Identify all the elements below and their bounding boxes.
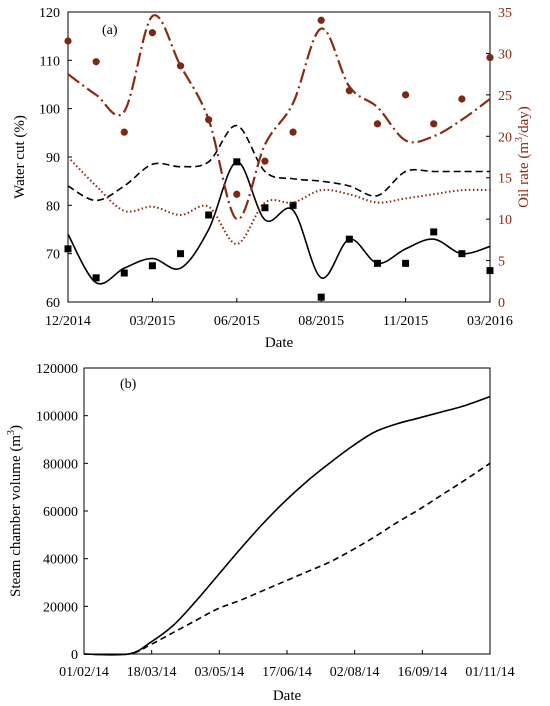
panel-b-series: [83, 395, 491, 656]
a-x-tick-label: 03/2015: [129, 314, 175, 329]
a-oil-rate-point: [402, 91, 410, 99]
b-y-tick-label: 40000: [43, 553, 78, 568]
b-x-tick-label: 16/09/14: [397, 665, 447, 680]
a-x-tick-label: 08/2015: [298, 314, 344, 329]
a-water-cut-point: [402, 259, 410, 267]
a-right-tick-label: 20: [498, 130, 512, 145]
panel-b-y-label-end: ): [8, 425, 24, 430]
right-axis-label-main: Oil rate (m: [516, 142, 532, 208]
a-right-tick-label: 5: [498, 255, 505, 270]
panel-a-series: [64, 14, 494, 301]
a-left-tick-label: 70: [46, 248, 60, 263]
panel-b-y-axis-label: Steam chamber volume (m3): [6, 425, 24, 597]
a-water-cut-point: [64, 245, 72, 253]
panel-b: (b) 0 20000 40000 60000 80000 100000 120000 01…: [6, 362, 515, 704]
b-y-tick-label: 60000: [43, 505, 78, 520]
panel-a-label: (a): [102, 23, 118, 38]
a-oil-rate-point: [373, 120, 382, 128]
a-left-tick-label: 120: [39, 6, 60, 21]
a-water-cut-point: [486, 267, 494, 275]
b-y-tick-label: 120000: [36, 362, 78, 377]
a-right-tick-label: 35: [498, 6, 512, 21]
panel-b-y-axis-ticks: 0 20000 40000 60000 80000 100000 120000: [36, 362, 88, 663]
a-x-tick-label: 06/2015: [214, 314, 260, 329]
a-oil-rate-point: [120, 128, 128, 136]
panel-a: (a) 60 70 80 90 100 110 120 0 5 10 15 20 25 30 35 12/…: [12, 6, 532, 351]
a-oil-rate-point: [317, 16, 325, 24]
panel-b-y-label-sup: 3: [6, 430, 17, 435]
a-oil-rate-dashdot-line: [67, 14, 491, 221]
a-oil-rate-point: [176, 62, 185, 70]
a-left-tick-label: 80: [46, 199, 60, 214]
a-oil-rate-point: [345, 87, 353, 95]
a-right-tick-label: 30: [498, 47, 512, 62]
b-x-tick-label: 01/02/14: [59, 665, 109, 680]
a-left-tick-label: 60: [46, 296, 60, 311]
b-y-tick-label: 80000: [43, 457, 78, 472]
a-oil-rate-dotted-line: [67, 156, 491, 245]
panel-b-plot-frame: [83, 367, 491, 655]
a-x-tick-label: 11/2015: [383, 314, 428, 329]
a-right-tick-label: 10: [498, 213, 512, 228]
a-water-cut-dashed-line: [67, 124, 490, 202]
a-oil-rate-point: [458, 95, 466, 103]
b-y-tick-label: 20000: [43, 600, 78, 615]
a-x-tick-label: 03/2016: [467, 314, 513, 329]
a-water-cut-point: [177, 250, 185, 258]
a-oil-rate-point: [430, 120, 438, 128]
panel-b-x-axis-ticks: 01/02/14 18/03/14 03/05/14 17/06/14 02/08/14…: [59, 650, 515, 680]
a-water-cut-point: [345, 235, 353, 243]
panel-b-label: (b): [120, 377, 137, 392]
b-x-tick-label: 02/08/14: [330, 665, 380, 680]
a-water-cut-point: [92, 274, 100, 282]
b-x-tick-label: 18/03/14: [127, 665, 177, 680]
a-oil-rate-point: [92, 58, 100, 66]
panel-a-left-axis-label: Water cut (%): [12, 115, 28, 199]
a-water-cut-point: [148, 262, 156, 270]
b-y-tick-label: 0: [71, 648, 78, 663]
a-oil-rate-point: [289, 128, 297, 136]
panel-a-right-axis-ticks: 0 5 10 15 20 25 30 35: [486, 6, 512, 311]
a-water-cut-solid-line: [67, 161, 491, 285]
right-axis-label-sup: 3: [514, 137, 525, 142]
panel-b-y-label-main: Steam chamber volume (m: [8, 435, 24, 597]
a-water-cut-point: [233, 158, 241, 166]
panel-a-left-axis-ticks: 60 70 80 90 100 110 120: [39, 6, 72, 311]
panel-a-x-axis-label: Date: [265, 335, 294, 351]
panel-b-x-axis-label: Date: [273, 688, 302, 704]
a-left-tick-label: 110: [40, 54, 60, 69]
b-y-tick-label: 100000: [36, 410, 78, 425]
a-water-cut-point: [261, 204, 269, 212]
a-oil-rate-point: [261, 157, 269, 165]
a-water-cut-point: [430, 228, 438, 236]
b-x-tick-label: 03/05/14: [194, 665, 244, 680]
a-oil-rate-point: [486, 53, 494, 62]
a-water-cut-point: [120, 269, 128, 277]
b-steam-volume-solid-line: [83, 395, 491, 656]
b-x-tick-label: 01/11/14: [465, 665, 514, 680]
panel-a-right-axis-label: Oil rate (m3/day): [514, 106, 532, 208]
a-right-tick-label: 15: [498, 172, 512, 187]
panel-a-x-axis-ticks: 12/2014 03/2015 06/2015 08/2015 11/2015 03/20…: [45, 298, 513, 329]
a-water-cut-point: [205, 211, 213, 219]
right-axis-label-end: /day): [516, 106, 532, 137]
a-x-tick-label: 12/2014: [45, 314, 91, 329]
a-oil-rate-point: [205, 116, 213, 124]
a-oil-rate-point: [148, 29, 156, 37]
b-steam-volume-dashed-line: [83, 462, 491, 656]
a-right-tick-label: 0: [498, 296, 505, 311]
b-x-tick-label: 17/06/14: [262, 665, 312, 680]
a-oil-rate-point: [233, 190, 241, 198]
a-left-tick-label: 90: [46, 151, 60, 166]
a-right-tick-label: 25: [498, 89, 512, 104]
a-water-cut-point: [373, 259, 381, 267]
a-water-cut-point: [289, 201, 297, 209]
a-water-cut-point: [458, 250, 466, 258]
a-oil-rate-point: [64, 37, 72, 45]
a-water-cut-point: [317, 293, 325, 301]
panel-a-plot-frame: [67, 11, 491, 303]
a-left-tick-label: 100: [39, 103, 60, 118]
